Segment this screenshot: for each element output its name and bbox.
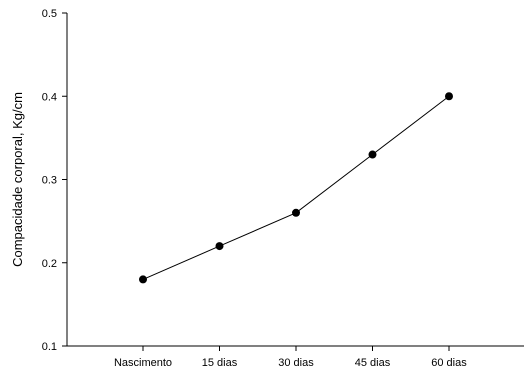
x-axis-ticks: Nascimento 15 dias 30 dias 45 dias 60 dias bbox=[114, 346, 467, 369]
y-tick-label: 0.2 bbox=[42, 258, 57, 270]
data-point bbox=[368, 150, 377, 159]
data-point bbox=[139, 275, 147, 284]
series bbox=[139, 92, 453, 284]
axes bbox=[66, 13, 524, 347]
y-tick-label: 0.5 bbox=[42, 8, 57, 20]
data-point bbox=[215, 242, 224, 251]
y-axis-label: Compacidade corporal, Kg/cm bbox=[10, 92, 25, 267]
x-tick-label: 45 dias bbox=[355, 357, 391, 369]
y-tick-label: 0.3 bbox=[42, 175, 57, 187]
x-tick-label: 60 dias bbox=[431, 357, 467, 369]
x-tick-label: 30 dias bbox=[278, 357, 314, 369]
data-point bbox=[292, 208, 300, 217]
x-tick-label: 15 dias bbox=[202, 357, 238, 369]
data-point bbox=[445, 92, 453, 101]
series-line bbox=[142, 95, 450, 280]
y-tick-label: 0.4 bbox=[42, 91, 57, 103]
y-axis-ticks: 0.1 0.2 0.3 0.4 0.5 bbox=[42, 8, 67, 353]
x-tick-label: Nascimento bbox=[114, 357, 172, 369]
y-tick-label: 0.1 bbox=[42, 341, 57, 353]
